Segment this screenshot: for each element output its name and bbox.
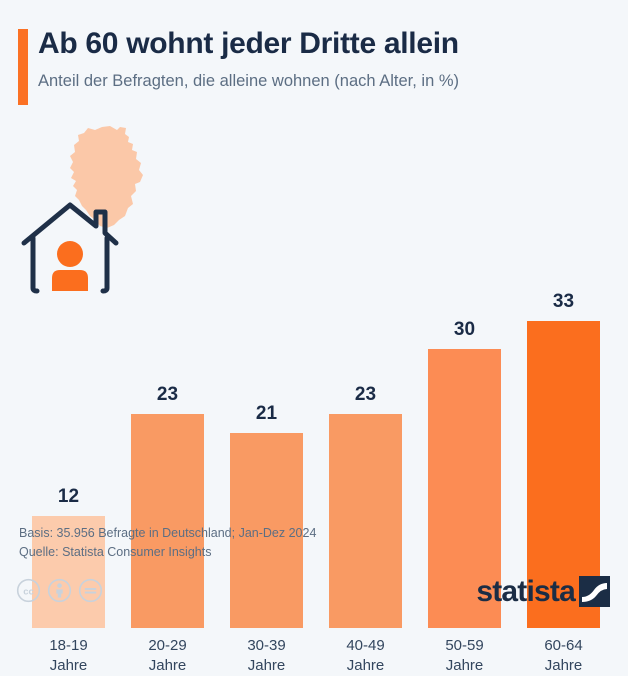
basis-note: Basis: 35.956 Befragte in Deutschland; J…	[19, 526, 317, 540]
statista-logo[interactable]: statista	[476, 576, 610, 607]
bar-chart-plot: 12 18-19 Jahre 23 20-29 Jahre 21 30-39 Jahre 23 40…	[32, 161, 600, 674]
bar-value-label: 30	[453, 319, 476, 340]
bar-label-unit: Jahre	[247, 657, 286, 674]
statista-infographic: Ab 60 wohnt jeder Dritte allein Anteil d…	[0, 24, 628, 674]
bar-value-label: 12	[57, 486, 80, 508]
bar[interactable]	[131, 414, 204, 628]
bar[interactable]	[428, 349, 501, 628]
bar-label-unit: Jahre	[544, 657, 583, 674]
bar-value-label: 21	[255, 402, 278, 424]
bar-label-unit: Jahre	[49, 657, 88, 674]
bar-category-label: 40-49 Jahre	[321, 636, 410, 676]
svg-text:cc: cc	[23, 587, 34, 598]
bar-value-label: 23	[354, 384, 377, 406]
bar-label-range: 18-19	[49, 637, 88, 654]
bar-category-label: 30-39 Jahre	[222, 636, 311, 676]
bar-label-range: 50-59	[445, 637, 484, 654]
bar-label-range: 60-64	[544, 637, 583, 654]
bar-group: 33 60-64 Jahre	[527, 161, 600, 674]
bar-group: 30 50-59 Jahre	[428, 161, 501, 674]
bar[interactable]	[230, 432, 303, 628]
bar-group: 21 30-39 Jahre	[230, 161, 303, 674]
cc-nd-equals-icon[interactable]	[78, 578, 103, 603]
page-title: Ab 60 wohnt jeder Dritte allein	[38, 27, 459, 60]
germany-map-silhouette	[70, 126, 143, 228]
bar-value-label: 23	[156, 384, 179, 406]
bar-label-unit: Jahre	[148, 657, 187, 674]
creative-commons-badges[interactable]: cc	[16, 578, 103, 603]
statista-wordmark: statista	[476, 574, 575, 608]
bar-label-unit: Jahre	[445, 657, 484, 674]
cc-icon[interactable]: cc	[16, 578, 41, 603]
house-with-person-icon	[21, 202, 119, 294]
statista-logo-mark	[579, 576, 610, 607]
bar-category-label: 60-64 Jahre	[519, 636, 608, 676]
bar-group: 23 40-49 Jahre	[329, 161, 402, 674]
bar-label-range: 40-49	[346, 637, 385, 654]
source-note: Quelle: Statista Consumer Insights	[19, 545, 212, 559]
bar-label-unit: Jahre	[346, 657, 385, 674]
chart-header: Ab 60 wohnt jeder Dritte allein Anteil d…	[0, 24, 628, 110]
chart-subtitle: Anteil der Befragten, die alleine wohnen…	[38, 72, 460, 90]
bar-value-label: 33	[552, 291, 575, 313]
title-accent-bar	[18, 29, 28, 105]
bar-category-label: 50-59 Jahre	[420, 636, 509, 676]
bar-category-label: 20-29 Jahre	[123, 636, 212, 676]
bar[interactable]	[32, 516, 105, 628]
bar[interactable]	[329, 414, 402, 628]
bar-category-label: 18-19 Jahre	[24, 636, 113, 676]
cc-by-person-icon[interactable]	[47, 578, 72, 603]
footer-notes: Basis: 35.956 Befragte in Deutschland; J…	[19, 524, 316, 562]
bar-label-range: 20-29	[148, 637, 187, 654]
bar-label-range: 30-39	[247, 637, 286, 654]
